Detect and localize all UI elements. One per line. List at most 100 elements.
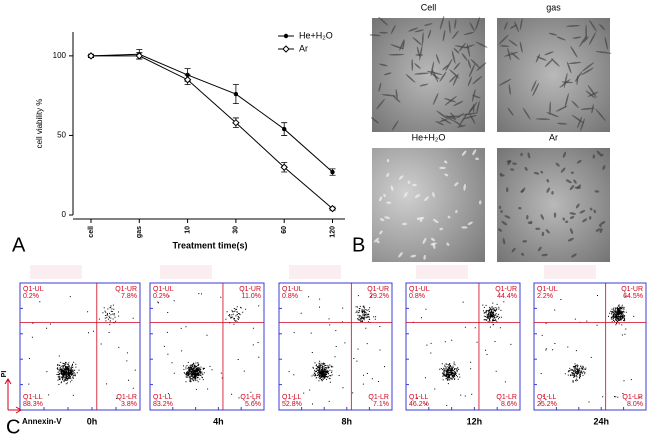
cell <box>383 72 392 76</box>
cell <box>426 70 443 75</box>
time-label: 24h <box>593 416 609 426</box>
cell <box>454 18 457 29</box>
cell <box>595 228 601 232</box>
image-label: Cell <box>421 2 437 12</box>
plot-header <box>289 265 341 279</box>
cell <box>500 209 503 213</box>
cell <box>403 192 408 198</box>
cell <box>518 207 522 210</box>
time-label: 12h <box>467 416 483 426</box>
cell <box>405 74 416 83</box>
cell <box>499 174 505 177</box>
cell <box>527 152 531 159</box>
x-tick-label: cell <box>88 226 95 238</box>
cell <box>454 45 470 49</box>
cell <box>508 39 518 47</box>
cell <box>467 221 473 226</box>
micrograph <box>497 148 610 262</box>
cell <box>546 179 550 183</box>
cell <box>379 196 383 202</box>
cell <box>378 82 382 92</box>
cell <box>546 112 559 118</box>
cell <box>504 21 508 30</box>
cell <box>569 215 575 220</box>
cell <box>412 183 417 187</box>
cell <box>469 22 475 32</box>
cell <box>408 27 419 32</box>
cell <box>596 150 602 156</box>
micrograph <box>497 18 610 132</box>
cell <box>557 122 568 125</box>
cell <box>576 184 582 189</box>
cell <box>461 53 468 61</box>
cell <box>369 34 381 37</box>
cell <box>529 220 533 225</box>
quadrant-name: Q1-LL <box>537 394 557 401</box>
plot-frame <box>19 282 141 411</box>
quadrant-name: Q1-UR <box>495 286 517 293</box>
quadrant-percent: 46.2% <box>409 401 429 408</box>
cell <box>585 90 596 99</box>
cell <box>458 113 468 127</box>
cell <box>604 36 608 50</box>
cell <box>541 231 545 237</box>
cell <box>416 217 420 221</box>
cell <box>423 255 426 260</box>
cell <box>475 17 480 31</box>
cell <box>466 43 471 57</box>
quadrant-name: Q1-UL <box>537 286 558 293</box>
cell <box>390 185 394 191</box>
legend-marker <box>282 45 290 53</box>
quadrant-percent: 88.3% <box>23 401 43 408</box>
cell <box>582 218 588 223</box>
cell <box>589 19 597 32</box>
cell <box>386 201 392 204</box>
x-tick-label: 10 <box>184 226 191 234</box>
series-line <box>91 55 333 210</box>
cell <box>580 107 595 110</box>
cell <box>600 221 606 225</box>
cell <box>422 237 427 245</box>
cell <box>580 118 585 132</box>
cell <box>533 171 540 175</box>
cell <box>519 18 523 30</box>
cell <box>567 237 574 242</box>
panel-label: C <box>6 416 20 438</box>
cell <box>454 182 459 187</box>
cell <box>575 203 580 209</box>
quadrant-name: Q1-LL <box>153 394 173 401</box>
cell <box>444 98 457 103</box>
cell <box>376 240 380 244</box>
cell <box>544 51 554 56</box>
data-point <box>280 163 288 171</box>
cell <box>569 228 574 235</box>
cell <box>381 94 397 97</box>
cell <box>440 117 452 124</box>
data-point <box>135 52 144 60</box>
cell <box>587 84 597 99</box>
plot-header <box>544 265 596 279</box>
cell <box>522 240 528 243</box>
cell <box>555 162 560 167</box>
cell <box>453 62 461 71</box>
cell <box>519 41 523 53</box>
cell <box>600 153 604 157</box>
cell <box>398 252 403 258</box>
cell <box>535 53 541 63</box>
cell <box>419 83 429 87</box>
cell <box>587 91 599 97</box>
cell <box>439 15 445 30</box>
cell <box>376 98 385 110</box>
plot-frame <box>405 282 521 411</box>
cell <box>419 45 423 61</box>
quadrant-percent: 11.0% <box>242 293 261 300</box>
legend-label: He+H₂O <box>299 30 333 40</box>
quadrant-percent: 0.8% <box>282 293 298 300</box>
quadrant-percent: 8.6% <box>501 401 517 408</box>
cell <box>449 69 460 79</box>
cell <box>548 32 558 36</box>
cell <box>391 120 399 131</box>
cell <box>577 116 583 129</box>
cell <box>379 218 385 222</box>
image-label: gas <box>546 2 561 12</box>
